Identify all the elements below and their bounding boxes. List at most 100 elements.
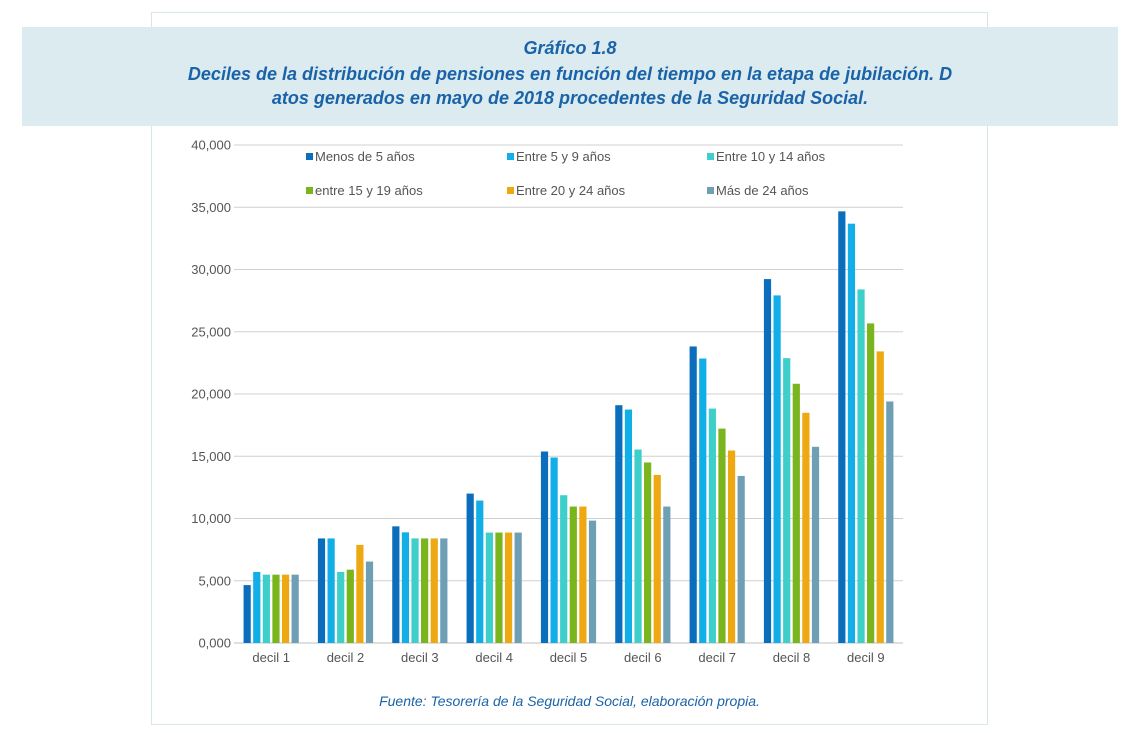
legend-item: Entre 5 y 9 años	[507, 149, 611, 164]
bar-6-5	[653, 474, 661, 643]
y-tick-label: 30,000	[191, 262, 231, 277]
x-tick-label: decil 8	[773, 650, 811, 665]
bar-5-2	[550, 457, 558, 643]
bar-1-6	[291, 574, 299, 643]
bar-2-5	[356, 544, 364, 643]
y-tick-label: 25,000	[191, 324, 231, 339]
chart-title-line2: atos generados en mayo de 2018 procedent…	[271, 88, 869, 108]
x-tick-label: decil 5	[550, 650, 588, 665]
bar-5-5	[579, 506, 587, 643]
bars	[243, 211, 894, 643]
y-tick-label: 10,000	[191, 511, 231, 526]
bar-6-2	[624, 409, 633, 643]
bar-9-2	[847, 223, 856, 643]
x-tick-label: decil 6	[624, 650, 662, 665]
y-tick-label: 20,000	[191, 387, 231, 402]
legend-label: Entre 10 y 14 años	[716, 149, 826, 164]
legend-label: Menos de 5 años	[315, 149, 415, 164]
bar-6-6	[663, 506, 671, 643]
bar-9-6	[886, 401, 894, 643]
bar-5-6	[588, 520, 597, 643]
legend-swatch	[707, 187, 714, 194]
bar-5-3	[560, 495, 568, 643]
bar-1-2	[253, 571, 261, 643]
legend: Menos de 5 años Entre 5 y 9 años Entre 10 …	[306, 149, 826, 198]
bar-4-1	[466, 493, 474, 643]
bar-7-3	[708, 408, 716, 643]
source-note: Fuente: Tesorería de la Seguridad Social…	[379, 693, 760, 709]
bar-1-1	[243, 585, 251, 643]
bar-2-3	[337, 571, 345, 643]
bar-9-4	[867, 323, 875, 643]
bar-8-1	[763, 279, 772, 643]
y-tick-label: 0,000	[198, 636, 231, 651]
legend-label: Entre 5 y 9 años	[516, 149, 611, 164]
bar-8-3	[783, 358, 791, 643]
title-band: Gráfico 1.8 Deciles de la distribución d…	[22, 27, 1118, 126]
bar-8-6	[811, 446, 820, 643]
x-tick-label: decil 7	[698, 650, 736, 665]
bar-6-4	[644, 462, 652, 643]
bar-1-3	[262, 574, 270, 643]
bar-2-6	[365, 561, 374, 643]
x-tick-label: decil 2	[327, 650, 365, 665]
legend-item: Entre 20 y 24 años	[507, 183, 626, 198]
bar-8-4	[792, 383, 800, 643]
bar-6-1	[615, 405, 623, 643]
bar-4-4	[495, 532, 503, 643]
y-tick-label: 5,000	[198, 573, 231, 588]
legend-item: Más de 24 años	[707, 183, 809, 198]
x-tick-label: decil 1	[252, 650, 290, 665]
legend-swatch	[306, 187, 313, 194]
bar-3-5	[430, 538, 438, 643]
bar-8-5	[802, 412, 810, 643]
bar-2-2	[327, 538, 335, 643]
legend-item: Entre 10 y 14 años	[707, 149, 826, 164]
legend-label: Entre 20 y 24 años	[516, 183, 626, 198]
bar-2-4	[346, 569, 354, 643]
bar-7-6	[737, 475, 745, 643]
bar-9-5	[876, 351, 884, 643]
bar-3-6	[440, 538, 448, 643]
bar-5-1	[540, 451, 549, 643]
bar-9-3	[857, 289, 865, 643]
bar-1-5	[281, 574, 290, 643]
legend-label: entre 15 y 19 años	[315, 183, 423, 198]
bar-8-2	[773, 295, 781, 643]
y-axis-ticks: 0,000 5,000 10,000 15,000 20,000 25,000 30,000…	[191, 138, 231, 651]
bar-3-1	[392, 526, 400, 643]
bar-7-5	[727, 450, 736, 643]
bar-4-2	[476, 500, 484, 643]
bar-4-6	[514, 532, 522, 643]
legend-swatch	[707, 153, 714, 160]
bar-7-2	[699, 358, 707, 643]
bar-9-1	[838, 211, 846, 643]
chart-title: Deciles de la distribución de pensiones …	[22, 62, 1118, 110]
x-tick-label: decil 9	[847, 650, 885, 665]
y-tick-label: 15,000	[191, 449, 231, 464]
legend-item: Menos de 5 años	[306, 149, 415, 164]
bar-5-4	[569, 506, 577, 643]
bar-3-4	[421, 538, 429, 643]
bar-6-3	[634, 449, 642, 643]
legend-swatch	[507, 187, 514, 194]
gridlines	[234, 144, 903, 644]
bar-4-3	[485, 532, 493, 643]
legend-label: Más de 24 años	[716, 183, 809, 198]
bar-4-5	[504, 532, 513, 643]
y-tick-label: 40,000	[191, 138, 231, 153]
bar-1-4	[272, 574, 280, 643]
x-tick-label: decil 4	[475, 650, 513, 665]
bar-3-2	[401, 532, 410, 643]
legend-swatch	[306, 153, 313, 160]
bar-7-1	[689, 346, 697, 643]
x-axis-ticks: decil 1 decil 2 decil 3 decil 4 decil 5 decil…	[252, 650, 884, 665]
bar-2-1	[317, 538, 326, 643]
bar-7-4	[718, 428, 726, 643]
x-tick-label: decil 3	[401, 650, 439, 665]
figure-label: Gráfico 1.8	[523, 38, 617, 58]
bar-3-3	[411, 538, 419, 643]
legend-swatch	[507, 153, 514, 160]
legend-item: entre 15 y 19 años	[306, 183, 423, 198]
